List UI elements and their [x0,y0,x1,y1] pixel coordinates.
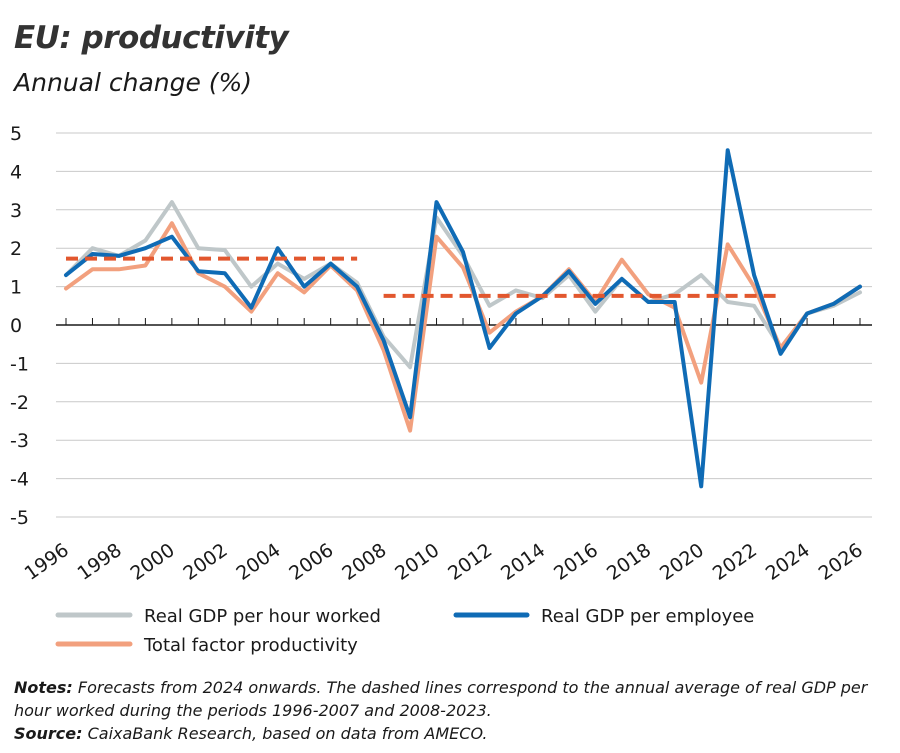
chart-subtitle: Annual change (%) [14,68,253,97]
series-line-employee [64,148,862,489]
x-axis-tick-labels: 1996 1998 2000 2002 2004 2006 2008 2010 2012 2014… [21,539,867,585]
x-tick-label-2002: 2002 [179,539,231,585]
y-tick-label-3: 3 [10,200,22,222]
data-series [64,148,862,489]
x-tick-label-2026: 2026 [815,539,867,585]
average-dashed-lines [66,256,781,298]
gridlines [56,132,872,518]
x-tick-label-2018: 2018 [603,539,655,585]
x-tick-label-2006: 2006 [285,539,337,585]
x-tick-label-2010: 2010 [391,539,443,585]
legend-label-employee: Real GDP per employee [541,606,754,627]
chart-title: EU: productivity [14,20,289,56]
y-tick-label--4: -4 [10,469,29,491]
x-tick-label-2024: 2024 [762,539,814,585]
source-text: CaixaBank Research, based on data from A… [87,724,488,743]
x-tick-label-2008: 2008 [338,539,390,585]
y-tick-label--1: -1 [10,353,29,375]
legend-item-hour: Real GDP per hour worked [55,606,381,627]
x-tick-label-2000: 2000 [127,539,179,585]
y-tick-label--3: -3 [10,430,29,452]
source-label: Source: [14,724,83,743]
legend: Real GDP per hour worked Real GDP per em… [55,606,754,656]
y-tick-label-2: 2 [10,238,22,260]
legend-item-tfp: Total factor productivity [55,635,358,656]
x-tick-label-2016: 2016 [550,539,602,585]
notes-label: Notes: [14,678,73,697]
legend-item-employee: Real GDP per employee [453,606,754,627]
y-tick-label-5: 5 [10,123,22,145]
series-line-hour [64,200,862,370]
notes-line: Notes: Forecasts from 2024 onwards. The … [14,676,894,722]
y-tick-label-0: 0 [10,315,22,337]
y-tick-label-1: 1 [10,277,22,299]
notes-block: Notes: Forecasts from 2024 onwards. The … [14,676,894,745]
x-tick-label-2014: 2014 [497,539,549,585]
legend-label-tfp: Total factor productivity [143,635,358,656]
y-tick-label--5: -5 [10,507,29,529]
legend-label-hour: Real GDP per hour worked [144,606,381,627]
x-tick-label-2004: 2004 [232,539,284,585]
x-tick-label-1998: 1998 [74,539,126,585]
y-tick-label-4: 4 [10,161,22,183]
x-tick-label-2012: 2012 [444,539,496,585]
source-line: Source: CaixaBank Research, based on dat… [14,722,894,745]
x-tick-label-2020: 2020 [656,539,708,585]
x-tick-label-1996: 1996 [21,539,73,585]
x-tick-label-2022: 2022 [709,539,761,585]
notes-text: Forecasts from 2024 onwards. The dashed … [14,678,868,720]
y-tick-label--2: -2 [10,392,29,414]
x-axis [56,318,872,326]
y-axis-tick-labels: 5 4 3 2 1 0 -1 -2 -3 -4 -5 [10,123,29,529]
